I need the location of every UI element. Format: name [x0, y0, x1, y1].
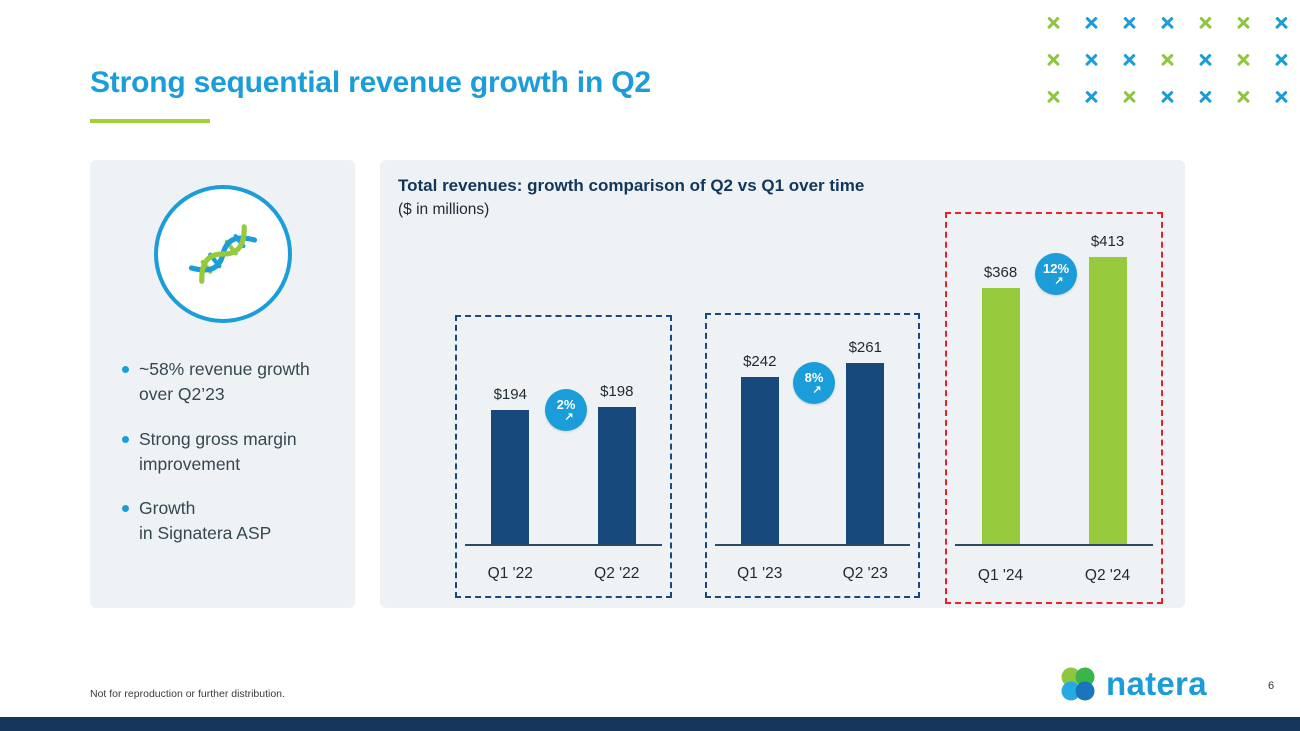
x-icon	[1198, 89, 1213, 104]
footnote: Not for reproduction or further distribu…	[90, 688, 285, 700]
bars-row: $194 $198	[457, 317, 670, 546]
bullet-list: ~58% revenue growth over Q2’23 Strong gr…	[122, 357, 339, 546]
x-icon	[1122, 52, 1137, 67]
category-labels: Q1 '22 Q2 '22	[457, 565, 670, 583]
bar-q1-22	[491, 410, 530, 546]
growth-percent: 2%	[556, 396, 576, 412]
bar-value-label: $261	[848, 339, 882, 356]
dna-icon-circle	[153, 185, 292, 323]
bar-value-label: $413	[1090, 233, 1125, 250]
growth-arrow-icon: ↗	[1054, 274, 1064, 287]
category-label: Q1 '22	[487, 565, 533, 582]
growth-percent: 8%	[804, 369, 824, 385]
axis-line	[465, 544, 662, 546]
x-icon	[1274, 52, 1289, 67]
bar-column: $261	[815, 339, 915, 546]
growth-badge: 12% ↗	[1035, 253, 1077, 295]
bar-value-label: $242	[743, 353, 777, 370]
category-labels: Q1 '23 Q2 '23	[707, 565, 918, 583]
x-icon	[1046, 89, 1061, 104]
bar-q1-24	[981, 288, 1020, 546]
dna-icon	[188, 224, 257, 284]
chart-subtitle: ($ in millions)	[398, 201, 490, 218]
chart-panel: Total revenues: growth comparison of Q2 …	[380, 160, 1185, 608]
x-icon	[1122, 15, 1137, 30]
x-icon	[1084, 15, 1099, 30]
bar-value-label: $198	[600, 383, 634, 400]
bullet-item: Growth in Signatera ASP	[122, 496, 339, 546]
bars-row: $242 $261	[707, 315, 918, 546]
category-label: Q2 '23	[842, 565, 888, 582]
x-icon	[1274, 15, 1289, 30]
x-icon	[1236, 89, 1251, 104]
bar-column: $194	[460, 386, 560, 546]
chart-group-2023: $242 $261 Q1 '23 Q2 '23 8% ↗	[705, 313, 920, 598]
x-icon	[1198, 52, 1213, 67]
bar-column: $413	[1058, 233, 1158, 546]
bullet-text: Strong gross margin improvement	[139, 428, 297, 474]
category-label: Q2 '24	[1084, 567, 1131, 584]
x-icon	[1084, 52, 1099, 67]
x-icon	[1198, 15, 1213, 30]
x-icon	[1160, 89, 1175, 104]
growth-badge: 8% ↗	[793, 362, 835, 404]
x-icon	[1236, 52, 1251, 67]
bar-value-label: $368	[983, 264, 1018, 281]
x-pattern	[1034, 4, 1300, 115]
natera-logo: natera	[1056, 662, 1207, 706]
growth-arrow-icon: ↗	[564, 410, 574, 423]
bar-q1-23	[740, 377, 779, 546]
bar-q2-22	[597, 407, 636, 546]
highlights-panel: ~58% revenue growth over Q2’23 Strong gr…	[90, 160, 355, 608]
title-underline	[90, 119, 210, 123]
bars-row: $368 $413	[947, 214, 1161, 546]
page-number: 6	[1268, 680, 1275, 692]
bullet-text: Growth in Signatera ASP	[139, 498, 272, 544]
chart-title: Total revenues: growth comparison of Q2 …	[398, 176, 865, 195]
bar-column: $368	[951, 264, 1051, 546]
x-icon	[1122, 89, 1137, 104]
chart-group-2022: $194 $198 Q1 '22 Q2 '22 2% ↗	[455, 315, 672, 598]
footer-bar	[0, 717, 1300, 731]
bar-column: $198	[567, 383, 667, 546]
x-icon	[1046, 52, 1061, 67]
bar-q2-23	[846, 363, 885, 546]
chart-group-2024: $368 $413 Q1 '24 Q2 '24 12% ↗	[945, 212, 1163, 604]
axis-line	[955, 544, 1153, 546]
natera-logo-icon	[1061, 667, 1095, 701]
growth-percent: 12%	[1042, 260, 1070, 276]
category-labels: Q1 '24 Q2 '24	[947, 567, 1161, 585]
bar-q2-24	[1088, 257, 1127, 546]
x-icon	[1236, 15, 1251, 30]
category-label: Q2 '22	[594, 565, 640, 582]
bullet-dot	[122, 366, 129, 373]
category-label: Q1 '24	[977, 567, 1024, 584]
slide-title: Strong sequential revenue growth in Q2	[90, 66, 651, 99]
bullet-item: Strong gross margin improvement	[122, 427, 339, 477]
growth-arrow-icon: ↗	[812, 383, 822, 396]
x-icon	[1274, 89, 1289, 104]
bar-column: $242	[710, 353, 810, 546]
bullet-text: ~58% revenue growth over Q2’23	[139, 359, 310, 404]
x-icon	[1160, 15, 1175, 30]
category-label: Q1 '23	[737, 565, 783, 582]
bar-value-label: $194	[493, 386, 527, 403]
natera-logo-text: natera	[1106, 665, 1207, 702]
x-icon	[1160, 52, 1175, 67]
x-icon	[1046, 15, 1061, 30]
bullet-item: ~58% revenue growth over Q2’23	[122, 357, 339, 407]
bullet-dot	[122, 435, 129, 443]
growth-badge: 2% ↗	[545, 389, 587, 431]
x-icon	[1084, 89, 1099, 104]
bullet-dot	[122, 505, 129, 513]
axis-line	[715, 544, 910, 546]
